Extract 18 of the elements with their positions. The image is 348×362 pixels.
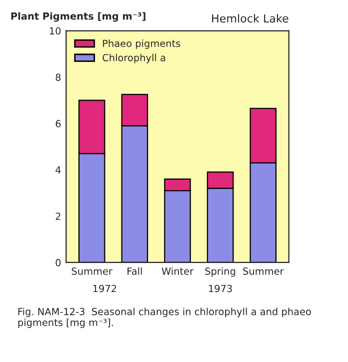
y-axis-title: Plant Pigments [mg m⁻³] <box>11 12 146 22</box>
y-tick-label: 6 <box>56 120 61 128</box>
x-tick-label: Spring <box>205 267 236 277</box>
x-tick-label: Summer <box>72 267 112 275</box>
y-tick-label: 0 <box>56 258 61 266</box>
y-tick-label: 8 <box>56 74 61 81</box>
y-tick-label: 2 <box>56 212 60 220</box>
x-tick-label: Summer <box>243 267 284 275</box>
text: Fig. NAM-12-3 Seasonal changes in chlorophyll a and phaeo pigments [mg m⁻³]. <box>18 308 311 328</box>
x-tick-label: Fall <box>128 267 142 275</box>
text: 1972 <box>93 284 116 292</box>
legend-label: Chlorophyll a <box>102 54 166 64</box>
chart-title: Hemlock Lake <box>212 14 288 23</box>
y-tick-label: 10 <box>50 27 61 35</box>
legend-label: Phaeo pigments <box>103 40 180 49</box>
x-tick-label: Winter <box>162 267 194 275</box>
y-tick-label: 4 <box>56 166 61 174</box>
text: 1973 <box>209 284 232 292</box>
